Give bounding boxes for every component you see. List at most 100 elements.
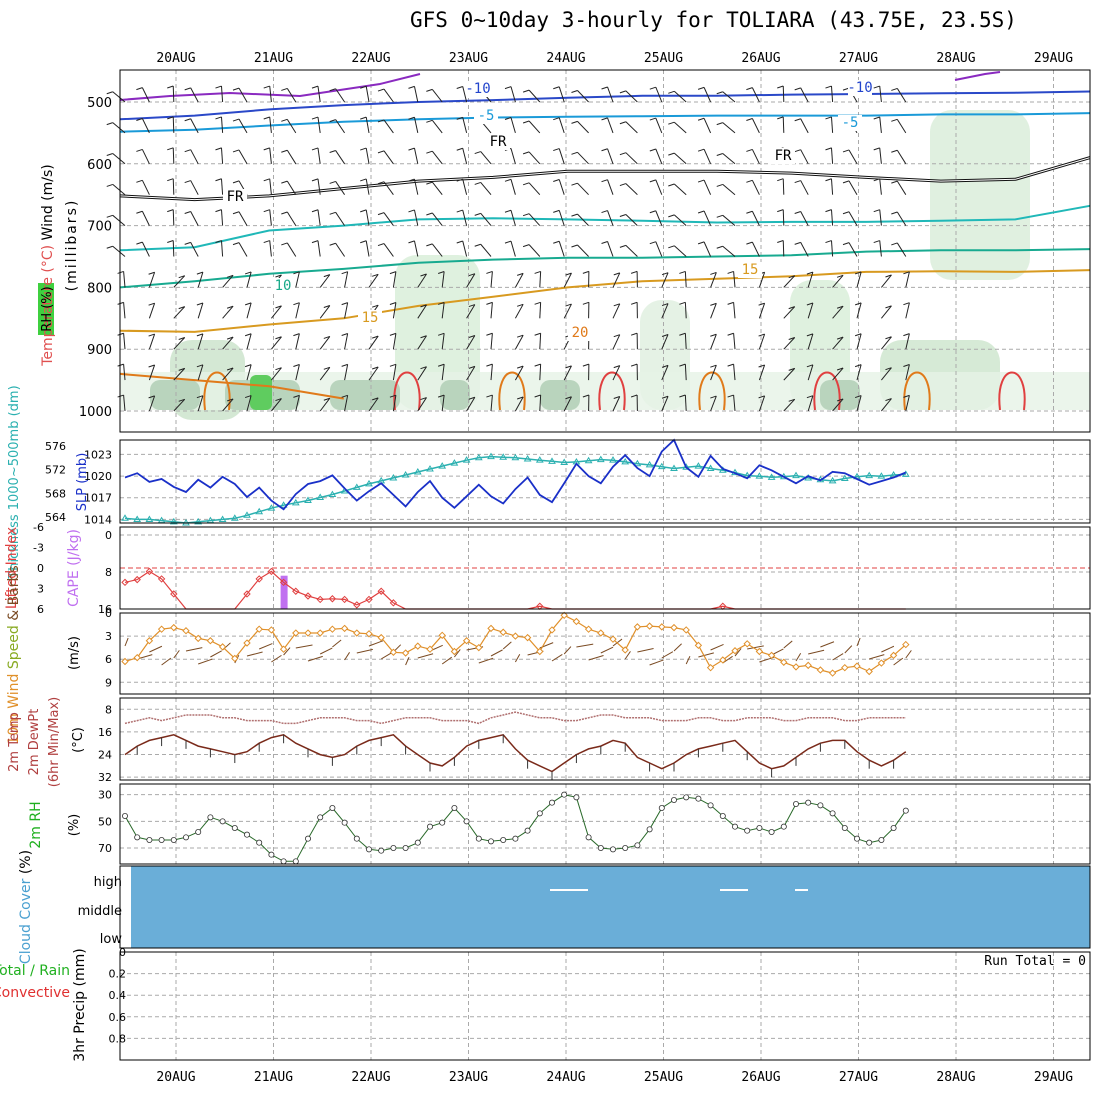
- wind-barb-flag: [341, 271, 348, 275]
- wind-barb-flag: [788, 367, 795, 371]
- thickness-point: [316, 493, 325, 501]
- wind-barb-flag: [710, 364, 717, 368]
- wind-barb-10m: [478, 657, 494, 664]
- rh-shading-saturated: [250, 375, 272, 410]
- wind-label: 10m Wind Speed & Barbs: [6, 565, 22, 744]
- wind-barb: [197, 302, 204, 319]
- date-label-bottom: 28AUG: [936, 1070, 975, 1085]
- wind-barb-flag: [106, 214, 113, 218]
- wind-barb: [673, 121, 687, 134]
- wind-barb: [365, 117, 370, 133]
- thickness-line: [124, 455, 906, 524]
- isotherm-cold: [954, 71, 1001, 81]
- wind-speed-point: [889, 651, 898, 660]
- wind-barb-flag: [601, 148, 608, 152]
- wind-barb-flag: [836, 398, 844, 402]
- wind-barb: [563, 396, 572, 412]
- wind-barb-flag: [873, 116, 880, 120]
- wind-barb: [271, 367, 282, 381]
- thickness-point: [389, 473, 398, 481]
- wind-barb: [269, 116, 272, 133]
- wind-barb-flag: [534, 363, 541, 367]
- date-label-top: 26AUG: [741, 51, 780, 66]
- wind-barb: [830, 178, 834, 195]
- wind-barb: [661, 365, 669, 381]
- rh-shading-dense: [330, 380, 400, 410]
- thickness-tick: 568: [45, 487, 66, 500]
- wind-barb: [856, 333, 862, 350]
- wind-barb: [319, 397, 331, 412]
- wind-barb-flag: [426, 150, 433, 154]
- thickness-point: [255, 507, 264, 515]
- wind-barb: [123, 364, 126, 381]
- wind-barb-flag: [825, 178, 832, 182]
- wind-barb: [441, 364, 445, 381]
- rh-point: [817, 802, 824, 809]
- wind-barb-flag: [565, 396, 572, 400]
- wind-barb: [462, 240, 468, 257]
- wind-barb-flag: [522, 120, 530, 124]
- wind-barb: [563, 365, 572, 381]
- pressure-tick: 800: [87, 281, 112, 296]
- li-point: [121, 578, 129, 587]
- wind-barb: [238, 211, 248, 226]
- wind-barb-flag: [215, 85, 222, 89]
- precip-tick: 0.8: [109, 1032, 127, 1045]
- wind-barb-flag: [323, 274, 330, 278]
- wind-speed-point: [877, 659, 886, 667]
- wind-barb: [173, 398, 186, 412]
- rh-point: [402, 845, 409, 852]
- wind-barb: [782, 240, 785, 257]
- wind-barb-flag: [263, 147, 270, 151]
- wind-speed-point: [267, 626, 276, 634]
- wind-barb-flag: [148, 271, 155, 275]
- wind-barb-10m: [368, 640, 383, 647]
- wind-barb: [783, 398, 796, 412]
- wind-barb-flag: [534, 301, 541, 305]
- thickness-point: [243, 511, 251, 518]
- wind-barb: [879, 240, 882, 257]
- wind-barb: [462, 86, 468, 103]
- date-label-top: 27AUG: [839, 51, 878, 66]
- wind-barb-flag: [522, 151, 530, 155]
- rh-point: [341, 819, 348, 826]
- li-tick: -3: [33, 542, 44, 555]
- wind-barb-flag: [777, 209, 784, 213]
- wind-barb-flag: [806, 333, 814, 337]
- cape-label-text: CAPE (J/kg): [66, 529, 82, 607]
- wind-barb: [148, 303, 156, 319]
- date-label-bottom: 27AUG: [839, 1070, 878, 1085]
- wind-barb-flag: [758, 364, 765, 368]
- wind-barb-flag: [275, 305, 282, 309]
- wind-barb-10m: [332, 639, 342, 648]
- wind-barb-flag: [408, 85, 415, 89]
- wind-barb: [112, 122, 126, 134]
- wind-barb: [197, 395, 204, 412]
- wind-barb-flag: [873, 209, 880, 213]
- wind-barb-flag: [372, 397, 379, 401]
- wind-barb-flag: [420, 397, 427, 401]
- li-tick: -6: [33, 521, 44, 534]
- wind-barb-flag: [649, 117, 656, 121]
- wind-barb: [368, 397, 379, 412]
- wind-barb-flag: [522, 213, 530, 217]
- wind-barb: [661, 272, 669, 288]
- wind-barb-flag: [679, 301, 686, 305]
- wind-barb-10m: [551, 654, 563, 662]
- li-line: [124, 570, 906, 610]
- li-point: [377, 587, 385, 595]
- wind-barb: [607, 86, 614, 103]
- rh-legend-swatch: [38, 283, 54, 335]
- wind-barb-flag: [649, 241, 656, 245]
- wind-barb: [413, 178, 419, 195]
- wind-barb-flag: [281, 118, 288, 122]
- temp-tick: 24: [98, 749, 112, 762]
- wind-barb-flag: [903, 271, 910, 275]
- wind-barb: [783, 337, 796, 350]
- wind-barb: [751, 118, 760, 134]
- rh-point: [829, 810, 836, 817]
- wind-barb-flag: [244, 271, 252, 275]
- wind-barb-flag: [360, 85, 367, 89]
- wind-barb: [807, 395, 814, 412]
- wind-barb: [528, 182, 541, 196]
